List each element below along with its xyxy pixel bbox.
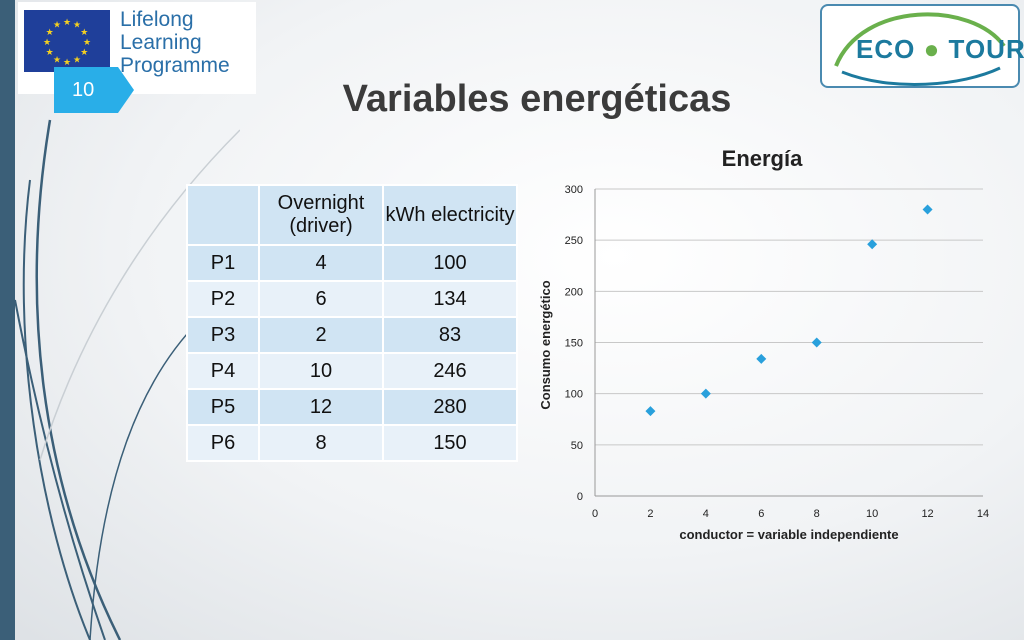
x-axis-label: conductor = variable independiente — [679, 527, 898, 542]
ecotour-logo: ECO ● TOUR — [820, 4, 1024, 88]
svg-text:★: ★ — [63, 17, 71, 27]
svg-text:★: ★ — [53, 54, 61, 64]
table-cell: 8 — [258, 424, 384, 462]
page-title: Variables energéticas — [342, 78, 732, 120]
svg-text:★: ★ — [43, 37, 51, 47]
svg-text:★: ★ — [46, 47, 54, 57]
data-point — [867, 239, 878, 250]
y-tick-label: 50 — [571, 440, 583, 452]
row-label: P4 — [186, 352, 260, 390]
table-header-row: Overnight (driver) kWh electricity — [186, 184, 518, 246]
eu-flag-icon: ★ ★ ★ ★ ★ ★ ★ ★ ★ ★ ★ ★ — [24, 10, 110, 72]
table-row: P6 8 150 — [186, 424, 518, 462]
y-tick-label: 300 — [565, 184, 583, 196]
table-cell: 134 — [382, 280, 518, 318]
svg-text:★: ★ — [73, 54, 81, 64]
y-tick-label: 250 — [565, 235, 583, 247]
table-cell: 4 — [258, 244, 384, 282]
chart-title: Energía — [722, 146, 803, 171]
x-tick-label: 6 — [758, 508, 764, 520]
left-accent-bar — [0, 0, 15, 640]
x-tick-label: 14 — [977, 508, 989, 520]
svg-text:★: ★ — [83, 37, 91, 47]
data-point — [811, 337, 822, 348]
data-point — [756, 353, 767, 364]
row-label: P3 — [186, 316, 260, 354]
svg-text:★: ★ — [46, 27, 54, 37]
lll-logo-text: Lifelong Learning Programme — [120, 8, 230, 77]
row-label: P2 — [186, 280, 260, 318]
svg-text:★: ★ — [80, 47, 88, 57]
table-cell: 246 — [382, 352, 518, 390]
table-cell: 150 — [382, 424, 518, 462]
table-row: P4 10 246 — [186, 352, 518, 390]
table-cell: 2 — [258, 316, 384, 354]
lifelong-learning-logo: ★ ★ ★ ★ ★ ★ ★ ★ ★ ★ ★ ★ Lifelong Learning Programme — [18, 2, 256, 94]
row-label: P5 — [186, 388, 260, 426]
data-point — [922, 204, 933, 215]
scatter-chart: Energía 0 50 100 150 200 250 300 0 2 4 6 8 10 12 14 co… — [538, 146, 989, 542]
table-row: P3 2 83 — [186, 316, 518, 354]
table-cell: 83 — [382, 316, 518, 354]
table-row: P2 6 134 — [186, 280, 518, 318]
data-table: Overnight (driver) kWh electricity P1 4 … — [186, 184, 518, 462]
y-tick-label: 100 — [565, 389, 583, 401]
y-tick-label: 0 — [577, 491, 583, 503]
header-cell: kWh electricity — [382, 184, 518, 246]
row-label: P6 — [186, 424, 260, 462]
row-label: P1 — [186, 244, 260, 282]
table-row: P1 4 100 — [186, 244, 518, 282]
x-tick-label: 2 — [647, 508, 653, 520]
data-point — [645, 406, 656, 417]
header-cell — [186, 184, 260, 246]
x-tick-label: 4 — [703, 508, 709, 520]
y-axis-label: Consumo energético — [538, 280, 553, 409]
table-cell: 10 — [258, 352, 384, 390]
x-tick-label: 10 — [866, 508, 878, 520]
x-tick-label: 8 — [814, 508, 820, 520]
table-cell: 12 — [258, 388, 384, 426]
table-row: P5 12 280 — [186, 388, 518, 426]
data-point — [700, 388, 711, 399]
header-cell: Overnight (driver) — [258, 184, 384, 246]
y-tick-label: 150 — [565, 338, 583, 350]
table-cell: 100 — [382, 244, 518, 282]
slide-number-badge: 10 — [54, 67, 134, 113]
svg-text:★: ★ — [63, 57, 71, 67]
table-cell: 280 — [382, 388, 518, 426]
ecotour-logo-left: ECO — [856, 34, 916, 64]
x-tick-label: 0 — [592, 508, 598, 520]
svg-text:★: ★ — [53, 20, 61, 30]
ecotour-arc-icon — [834, 12, 1006, 86]
svg-text:★: ★ — [73, 20, 81, 30]
svg-text:★: ★ — [80, 27, 88, 37]
table-cell: 6 — [258, 280, 384, 318]
ecotour-logo-right: TOUR — [948, 34, 1024, 64]
decorative-swoosh — [14, 119, 240, 640]
y-tick-label: 200 — [565, 286, 583, 298]
x-tick-label: 12 — [921, 508, 933, 520]
